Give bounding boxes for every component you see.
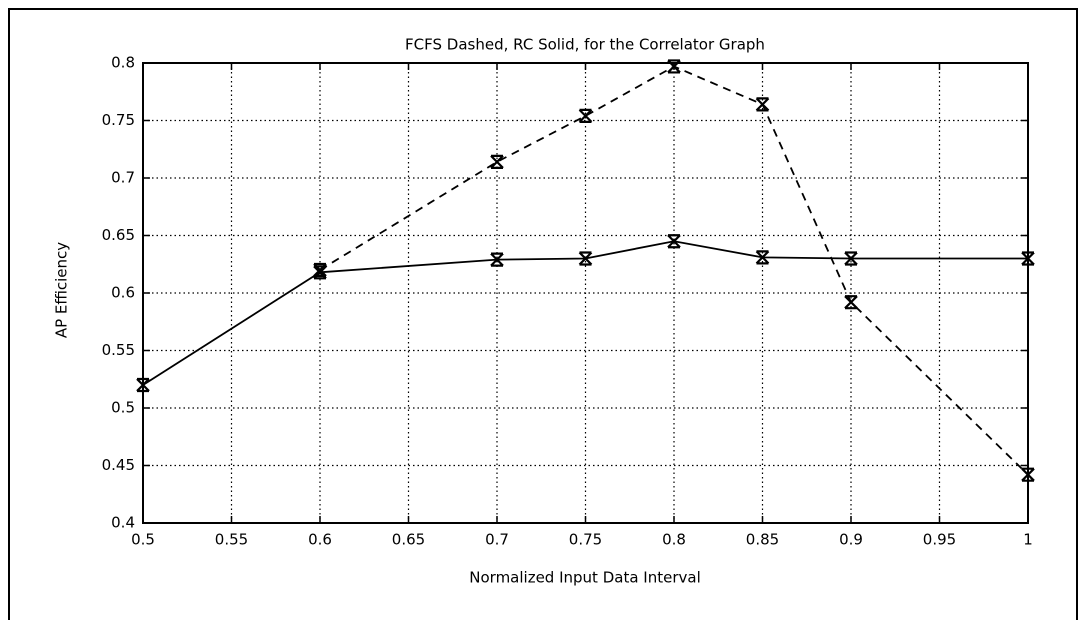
x-tick-label: 0.85 [746,531,779,549]
marker [136,377,150,393]
x-tick-label: 0.95 [923,531,956,549]
marker [578,251,593,266]
y-tick-label: 0.75 [102,111,135,129]
x-tick-label: 0.9 [839,531,863,549]
marker [313,265,327,280]
x-tick-label: 0.75 [569,531,602,549]
marker [667,59,681,74]
x-axis-label: Normalized Input Data Interval [469,569,700,587]
chart-title: FCFS Dashed, RC Solid, for the Correlato… [405,36,765,54]
x-tick-label: 0.6 [308,531,332,549]
marker [844,251,858,266]
marker [844,295,858,310]
marker [313,262,327,278]
marker [1021,251,1035,266]
frame [8,8,1078,620]
y-tick-label: 0.8 [111,54,135,72]
x-tick-label: 0.55 [215,531,248,549]
marker [755,250,770,265]
y-tick-label: 0.4 [111,514,135,532]
marker [578,108,593,123]
y-tick-label: 0.45 [102,456,135,474]
series-line [142,240,1028,386]
marker [755,97,770,112]
x-tick-label: 0.65 [392,531,425,549]
y-tick-label: 0.65 [102,226,135,244]
marker [490,252,504,267]
y-tick-label: 0.5 [111,399,135,417]
marker [1021,467,1035,482]
y-tick-label: 0.7 [111,169,135,187]
x-tick-label: 0.8 [662,531,686,549]
y-tick-label: 0.55 [102,341,135,359]
marker [490,154,504,169]
x-tick-label: 0.7 [485,531,509,549]
y-tick-label: 0.6 [111,284,135,302]
x-tick-label: 0.5 [131,531,155,549]
plot-area [142,62,1029,524]
x-tick-label: 1 [1023,531,1033,549]
y-axis-label: AP Efficiency [53,242,71,338]
marker [667,234,681,249]
